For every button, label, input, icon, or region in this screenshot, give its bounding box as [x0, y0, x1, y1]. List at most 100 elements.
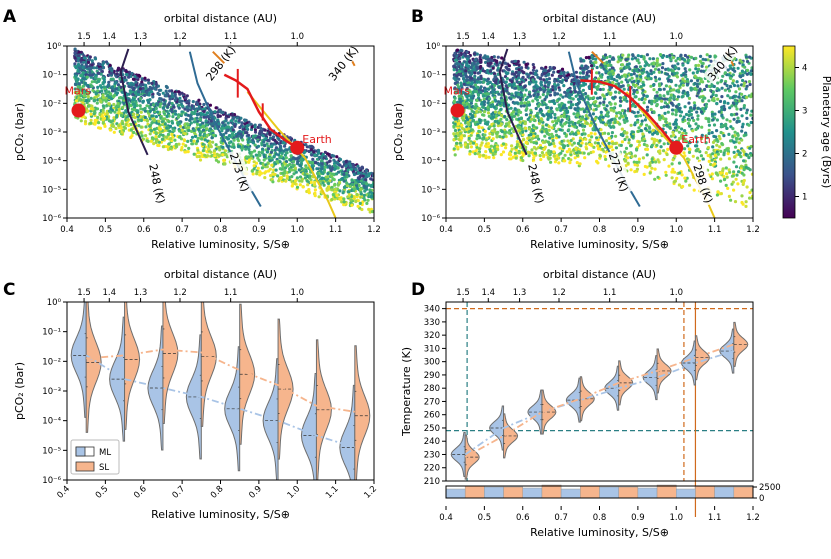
- data-point: [309, 178, 313, 182]
- data-point: [157, 119, 161, 123]
- data-point: [251, 141, 256, 145]
- data-point: [677, 130, 682, 134]
- data-point: [629, 73, 634, 77]
- data-point: [578, 71, 583, 75]
- data-point: [150, 81, 154, 85]
- data-point: [699, 54, 703, 59]
- data-point: [578, 162, 582, 166]
- data-point: [133, 116, 137, 120]
- data-point: [221, 153, 225, 157]
- data-point: [581, 88, 586, 92]
- data-point: [370, 191, 374, 195]
- data-point: [581, 128, 586, 132]
- data-point: [727, 89, 732, 93]
- data-point: [100, 63, 105, 67]
- data-point: [236, 132, 241, 136]
- data-point: [681, 91, 685, 95]
- data-point: [729, 125, 733, 129]
- data-point: [355, 192, 359, 197]
- data-point: [308, 174, 312, 178]
- data-point: [79, 119, 83, 123]
- data-point: [523, 93, 527, 97]
- data-point: [257, 135, 261, 139]
- data-point: [250, 169, 254, 173]
- data-point: [750, 188, 753, 192]
- data-point: [711, 152, 715, 156]
- data-point: [310, 164, 314, 168]
- data-point: [519, 104, 523, 108]
- data-point: [247, 155, 251, 159]
- data-point: [105, 111, 109, 116]
- data-point: [83, 81, 87, 85]
- data-point: [459, 84, 463, 88]
- data-point: [273, 148, 277, 152]
- data-point: [326, 165, 330, 169]
- data-point: [132, 97, 136, 101]
- data-point: [546, 117, 550, 121]
- data-point: [662, 105, 666, 109]
- data-point: [673, 126, 678, 130]
- data-point: [198, 107, 203, 111]
- data-point: [90, 59, 94, 63]
- x-axis-label: Relative luminosity, S/S⊕: [151, 238, 290, 251]
- data-point: [258, 153, 262, 157]
- data-point: [627, 62, 631, 66]
- data-point: [271, 135, 276, 139]
- data-point: [342, 172, 346, 176]
- data-point: [136, 109, 140, 113]
- top-tick-label: 1.4: [482, 32, 496, 42]
- data-point: [253, 149, 257, 153]
- data-point: [138, 96, 143, 101]
- data-point: [733, 130, 737, 134]
- data-point: [729, 198, 733, 202]
- data-point: [143, 109, 147, 113]
- data-point: [503, 61, 507, 65]
- data-point: [649, 72, 654, 76]
- data-point: [288, 136, 292, 140]
- data-point: [645, 153, 649, 157]
- data-point: [636, 54, 640, 58]
- data-point: [591, 112, 596, 116]
- data-point: [139, 131, 143, 135]
- data-point: [148, 124, 152, 128]
- data-point: [277, 153, 281, 157]
- data-point: [707, 120, 711, 124]
- data-point: [210, 136, 214, 140]
- data-point: [623, 137, 627, 142]
- data-point: [173, 92, 177, 96]
- top-tick-label: 1.1: [603, 32, 617, 42]
- data-point: [334, 172, 339, 176]
- data-point: [100, 89, 104, 93]
- data-point: [249, 122, 253, 126]
- data-point: [707, 123, 712, 127]
- data-point: [246, 133, 251, 137]
- x-tick-label: 1.1: [708, 225, 722, 235]
- data-point: [330, 167, 334, 171]
- data-point: [338, 163, 342, 167]
- data-point: [682, 58, 687, 62]
- data-point: [163, 102, 167, 106]
- data-point: [94, 76, 98, 80]
- data-point: [363, 198, 367, 202]
- data-point: [588, 138, 592, 142]
- data-point: [645, 147, 650, 151]
- data-point: [481, 137, 485, 141]
- data-point: [653, 67, 658, 71]
- data-point: [661, 55, 665, 60]
- data-point: [620, 63, 625, 67]
- top-tick-label: 1.4: [103, 32, 117, 42]
- panel-letter: A: [3, 7, 17, 27]
- data-point: [483, 133, 487, 137]
- data-point: [83, 56, 87, 60]
- data-point: [617, 91, 621, 95]
- y-tick-label: 10⁻⁶: [421, 214, 440, 224]
- data-point: [174, 112, 178, 116]
- data-point: [482, 80, 486, 84]
- data-point: [593, 132, 597, 136]
- data-point: [601, 115, 605, 119]
- data-point: [498, 135, 502, 139]
- data-point: [747, 156, 751, 160]
- data-point: [671, 158, 675, 162]
- data-point: [483, 129, 487, 133]
- data-point: [165, 105, 170, 109]
